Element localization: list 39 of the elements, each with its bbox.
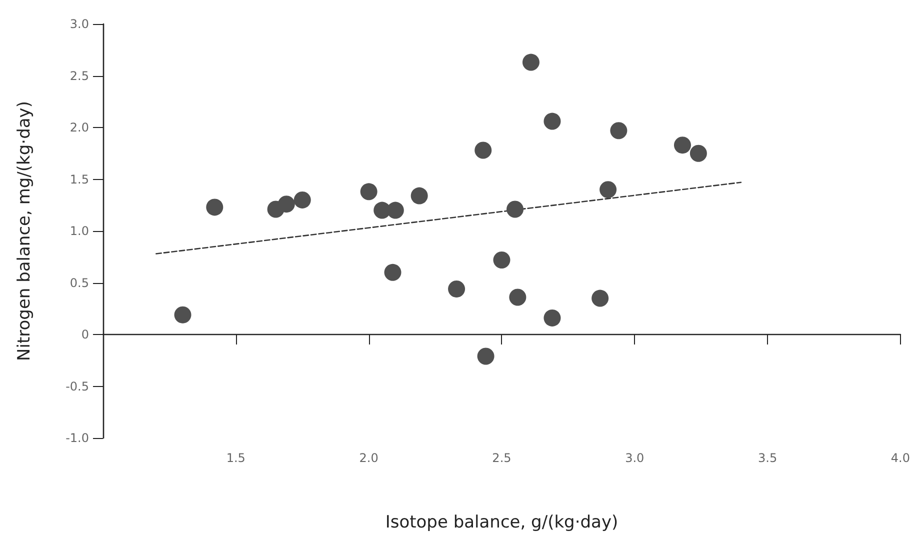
x-tick-label: 1.5 [226, 451, 246, 465]
point [294, 191, 311, 208]
x-tick-label: 3.0 [625, 451, 644, 465]
point [448, 280, 466, 298]
y-tick-label: 1.5 [70, 172, 89, 186]
y-tick-label: 2.5 [70, 68, 89, 83]
x-tick-label: 2.0 [359, 451, 378, 465]
y-tick-label: 3.0 [70, 17, 89, 31]
point [493, 251, 510, 268]
y-tick-label: 2.0 [70, 120, 89, 134]
point [278, 196, 295, 213]
point [674, 136, 691, 154]
point [610, 122, 628, 140]
point [592, 290, 609, 307]
y-tick-label: 1.0 [70, 224, 89, 238]
x-axis-title: Isotope balance, g/(kg·day) [385, 512, 618, 532]
point [206, 198, 224, 216]
point [544, 309, 561, 326]
y-tick-label: -1.0 [66, 431, 89, 445]
x-tick-label: 4.0 [890, 451, 910, 465]
point [509, 288, 526, 306]
point [600, 181, 617, 198]
point [410, 187, 428, 204]
point [522, 54, 540, 71]
point [544, 112, 561, 130]
point [360, 183, 378, 200]
point [474, 142, 492, 159]
point [506, 200, 524, 218]
x-tick-label: 2.5 [492, 451, 512, 465]
y-tick-label: 0.5 [70, 276, 89, 290]
point [690, 144, 707, 162]
point [174, 306, 192, 324]
point [386, 202, 404, 219]
y-tick-label: 0 [81, 328, 89, 342]
point [477, 348, 494, 365]
point [384, 264, 402, 281]
x-tick-label: 3.5 [758, 451, 778, 465]
y-tick-label: -0.5 [66, 379, 89, 394]
y-axis-title: Nitrogen balance, mg/(kg·day) [14, 101, 34, 361]
